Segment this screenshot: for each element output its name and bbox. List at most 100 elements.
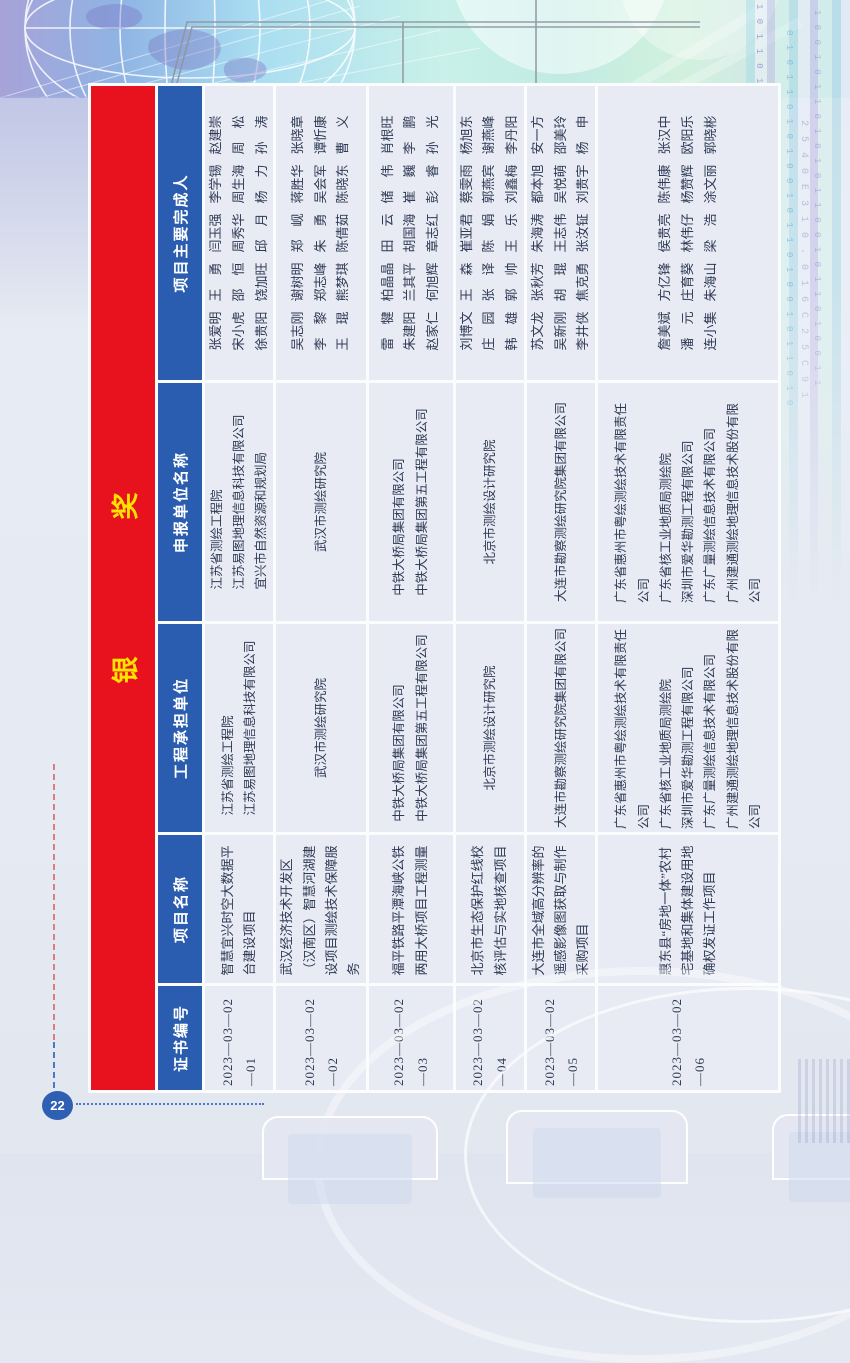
silver-award-table: 银 奖 证书编号 项目名称 工程承担单位 申报单位名称 项目主要完成人 2023… bbox=[88, 82, 782, 1093]
completer-name: 孙 涛 bbox=[253, 115, 269, 155]
completer-name: 张汝钲 bbox=[575, 213, 591, 253]
contractor-cell: 大连市勘察测绘研究院集团有限公司 bbox=[526, 624, 596, 832]
completer-name: 欧阳乐 bbox=[679, 115, 695, 155]
completers-cell: 詹美斌 方亿锋 侯贵亮 陈伟康 张汉中潘 元 庄育葵 林伟仔 杨赞辉 欧阳乐 连小集 朱海山 梁 浩 涂… bbox=[598, 85, 779, 380]
completer-name: 朱海涛 bbox=[529, 213, 545, 253]
red-dashed-margin-line bbox=[53, 764, 55, 1040]
completers-cell: 张爱明 王 勇 闫玉强 李学锡 赵建崇 宋小虎 邵 恒 周秀华 周生海 周 松徐贵阳 饶加旺 邱 月 杨… bbox=[205, 85, 274, 380]
unit-name: 广东广量测绘信息技术有限公司 bbox=[703, 427, 718, 603]
table-row: 2023—03—02—02 武汉经济技术开发区（汉南区）智慧河湖建设项目测绘技术保… bbox=[276, 85, 366, 1090]
completer-name: 杨 申 bbox=[575, 115, 591, 155]
completer-name: 李丹阳 bbox=[504, 115, 520, 155]
unit-name: 中铁大桥局集团第五工程有限公司 bbox=[414, 634, 429, 822]
completer-name: 苏文龙 bbox=[529, 311, 545, 351]
completer-name: 蒋胜华 bbox=[289, 164, 305, 204]
project-name-cell: 北京市生态保护红线校核评估与实地核查项目 bbox=[455, 835, 524, 983]
completer-name: 焦克勇 bbox=[575, 262, 591, 302]
completer-name: 都本旭 bbox=[529, 164, 545, 204]
completer-name: 方亿锋 bbox=[657, 262, 673, 302]
completer-name: 邵 恒 bbox=[230, 262, 246, 302]
applicant-cell: 大连市勘察测绘研究院集团有限公司 bbox=[526, 383, 596, 621]
completer-name: 朱海山 bbox=[702, 262, 718, 302]
contractor-cell: 北京市测绘设计研究院 bbox=[455, 624, 524, 832]
project-name-cell: 福平铁路平潭海峡公铁两用大桥项目工程测量 bbox=[368, 835, 453, 983]
completer-name: 谭忻康 bbox=[312, 115, 328, 155]
completer-name: 饶加旺 bbox=[253, 262, 269, 302]
completer-name: 朱建阳 bbox=[402, 311, 418, 351]
completer-name: 谢树明 bbox=[289, 262, 305, 302]
completer-name: 周 松 bbox=[230, 115, 246, 155]
page-number-badge: 22 bbox=[42, 1091, 73, 1120]
unit-name: 中铁大桥局集团有限公司 bbox=[392, 684, 407, 822]
completer-name: 陈 娟 bbox=[481, 213, 497, 253]
completers-cell: 雷 犍 柏晶晶 田 云 储 伟 肖根旺 朱建阳 兰其平 胡国海 崔 巍 李 鹏赵家仁 何旭辉 章志红 彭… bbox=[368, 85, 453, 380]
applicant-cell: 广东省惠州市粤绘测绘技术有限责任公司 广东省核工业地质局测绘院 深圳市爱华勘测工程有… bbox=[598, 383, 779, 621]
completer-name: 张爱明 bbox=[208, 311, 223, 351]
unit-name: 江苏易图地理信息科技有限公司 bbox=[232, 414, 246, 590]
unit-name: 武汉市测绘研究院 bbox=[313, 678, 328, 779]
completer-name: 郭晓彬 bbox=[702, 115, 718, 155]
completer-name: 宋小虎 bbox=[230, 311, 246, 351]
completer-name: 胡国海 bbox=[402, 213, 418, 253]
contractor-cell: 广东省惠州市粤绘测绘技术有限责任公司 广东省核工业地质局测绘院 深圳市爱华勘测工程有… bbox=[598, 624, 779, 832]
completer-name: 曹 义 bbox=[335, 115, 351, 155]
completer-name: 郭 帅 bbox=[504, 262, 520, 302]
completer-name: 张晓章 bbox=[289, 115, 305, 155]
completer-name: 周秀华 bbox=[230, 213, 246, 253]
completers-cell: 刘博文 王 森 崔亚君 蔡雯雨 杨旭东庄 园 张 译 陈 娟 郭燕宾 谢燕峰韩 雄 郭 帅 王 乐 刘… bbox=[455, 85, 524, 380]
completer-name: 李井侠 bbox=[575, 311, 591, 351]
completer-name: 吴会军 bbox=[312, 164, 328, 204]
completer-name: 郑志峰 bbox=[312, 262, 328, 302]
applicant-cell: 北京市测绘设计研究院 bbox=[455, 383, 524, 621]
header-cert-no: 证书编号 bbox=[158, 986, 202, 1090]
completer-name: 崔亚君 bbox=[458, 213, 474, 253]
completer-name: 徐贵阳 bbox=[253, 311, 269, 351]
award-title-row: 银 奖 bbox=[91, 85, 155, 1090]
unit-name: 宜兴市自然资源和规划局 bbox=[254, 452, 269, 590]
completer-name: 彭 睿 bbox=[425, 164, 441, 204]
completer-name: 王志伟 bbox=[552, 213, 568, 253]
device-image-decor bbox=[506, 1110, 688, 1198]
completer-name: 李 鹏 bbox=[402, 115, 418, 155]
completer-name: 陈晓东 bbox=[335, 164, 351, 204]
unit-name: 武汉市测绘研究院 bbox=[313, 452, 328, 553]
completer-name: 刘博文 bbox=[458, 311, 474, 351]
project-name-cell: 智慧宜兴时空大数据平台建设项目 bbox=[205, 835, 274, 983]
barcode-decor bbox=[798, 1059, 850, 1143]
completer-name: 王 森 bbox=[458, 262, 474, 302]
contractor-cell: 江苏省测绘工程院 江苏易图地理信息科技有限公司 bbox=[205, 624, 274, 832]
completer-name: 柏晶晶 bbox=[379, 262, 395, 302]
completer-name: 邵美玲 bbox=[552, 115, 568, 155]
completer-name: 涂文丽 bbox=[702, 164, 718, 204]
table-header-row: 证书编号 项目名称 工程承担单位 申报单位名称 项目主要完成人 bbox=[158, 85, 202, 1090]
completer-name: 林伟仔 bbox=[679, 213, 695, 253]
completer-name: 孙 光 bbox=[425, 115, 441, 155]
unit-name: 广东省核工业地质局测绘院 bbox=[658, 678, 673, 829]
completer-name: 王 琨 bbox=[335, 311, 351, 351]
blue-dashed-margin-line bbox=[53, 1042, 55, 1088]
header-contractor: 工程承担单位 bbox=[158, 624, 202, 832]
unit-name: 广东省惠州市粤绘测绘技术有限责任公司 bbox=[614, 402, 651, 603]
completer-name: 连小集 bbox=[702, 311, 718, 351]
completer-name: 陈伟康 bbox=[657, 164, 673, 204]
header-completers: 项目主要完成人 bbox=[158, 85, 202, 380]
completer-name: 吴新刚 bbox=[552, 311, 568, 351]
device-image-decor bbox=[262, 1116, 438, 1204]
completer-name: 崔 巍 bbox=[402, 164, 418, 204]
header-applicant: 申报单位名称 bbox=[158, 383, 202, 621]
completer-name: 何旭辉 bbox=[425, 262, 441, 302]
unit-name: 广东省惠州市粤绘测绘技术有限责任公司 bbox=[614, 628, 651, 829]
project-name-cell: 武汉经济技术开发区（汉南区）智慧河湖建设项目测绘技术保障服务 bbox=[276, 835, 366, 983]
unit-name: 中铁大桥局集团有限公司 bbox=[392, 458, 407, 596]
completer-name: 刘贵宇 bbox=[575, 164, 591, 204]
left-edge-fade bbox=[0, 96, 90, 326]
blue-dotted-line bbox=[76, 1103, 264, 1105]
table-row: 2023—03—02—03 福平铁路平潭海峡公铁两用大桥项目工程测量 中铁大桥局集团… bbox=[368, 85, 453, 1090]
completer-name: 郭燕宾 bbox=[481, 164, 497, 204]
unit-name: 大连市勘察测绘研究院集团有限公司 bbox=[553, 402, 568, 603]
completer-name: 赵家仁 bbox=[425, 311, 441, 351]
project-name-cell: 大连市全域高分辨率的遥感影像图获取与制作采购项目 bbox=[526, 835, 596, 983]
completer-name: 杨赞辉 bbox=[679, 164, 695, 204]
unit-name: 大连市勘察测绘研究院集团有限公司 bbox=[553, 628, 568, 829]
